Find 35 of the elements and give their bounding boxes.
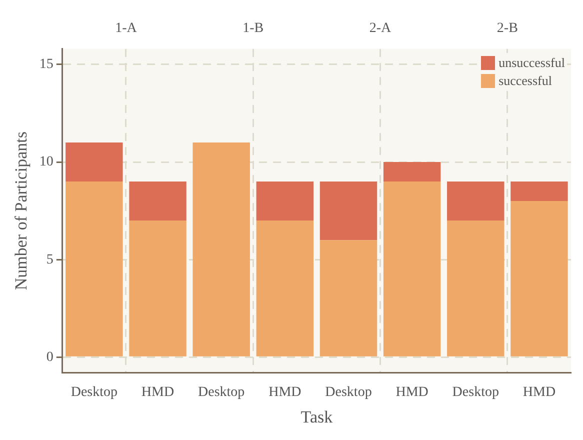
bar [320, 240, 378, 356]
y-tick-label: 5 [46, 252, 54, 268]
text: 1-B [242, 21, 264, 36]
bar [256, 182, 314, 221]
y-tick-label: 0 [46, 350, 54, 365]
x-tick-label: HMD [396, 384, 428, 400]
bar [66, 142, 123, 182]
bar [192, 142, 250, 356]
bar [66, 182, 123, 356]
x-tick-label: HMD [522, 384, 556, 400]
x-axis-title: Task [300, 407, 334, 426]
text: 2-B [496, 21, 518, 36]
y-tick-label: 10 [39, 154, 54, 170]
x-tick-label: Desktop [198, 384, 245, 400]
legend-label: unsuccessful [498, 54, 565, 71]
x-tick-label: HMD [141, 384, 174, 400]
bar [447, 220, 504, 356]
x-tick-label: HMD [268, 384, 302, 400]
bar [320, 182, 378, 240]
bar [447, 182, 504, 221]
x-tick-label: Desktop [70, 384, 118, 400]
bar [510, 182, 568, 202]
bar [256, 220, 314, 356]
bar [383, 162, 441, 182]
bar [383, 182, 441, 356]
y-tick-label: 15 [39, 57, 54, 72]
x-tick-label: Desktop [452, 384, 499, 400]
text: 1-A [115, 21, 138, 36]
bar [129, 220, 186, 356]
bar [129, 182, 186, 221]
x-tick-label: Desktop [325, 384, 372, 400]
bar [510, 201, 568, 356]
text: 2-A [369, 21, 392, 36]
y-axis-title: Number of Participants [12, 131, 31, 290]
legend-label: successful [498, 72, 552, 89]
